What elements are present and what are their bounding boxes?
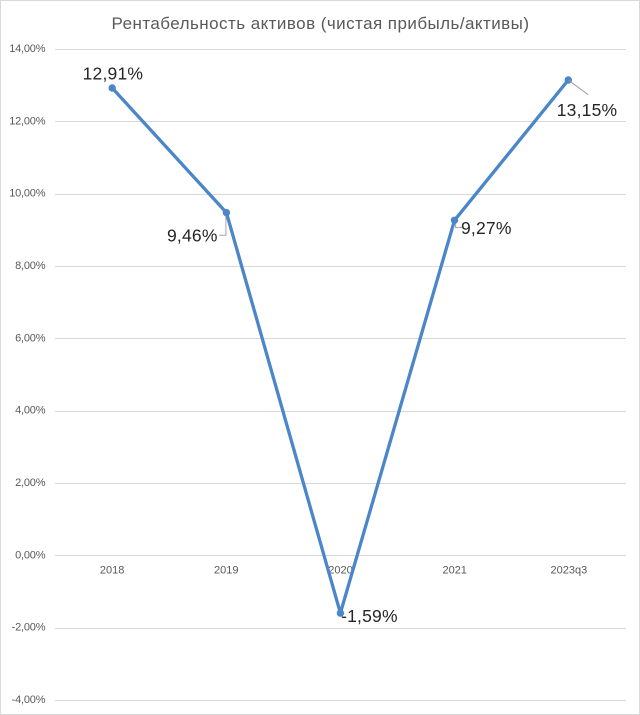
svg-text:13,15%: 13,15% [557,100,618,120]
svg-text:14,00%: 14,00% [9,43,46,55]
svg-text:12,00%: 12,00% [9,115,46,127]
svg-text:2018: 2018 [100,565,124,577]
svg-text:-2,00%: -2,00% [12,622,46,634]
svg-text:10,00%: 10,00% [9,188,46,200]
svg-text:2023q3: 2023q3 [551,565,588,577]
svg-text:2020: 2020 [328,565,352,577]
svg-text:12,91%: 12,91% [83,63,144,83]
svg-text:2021: 2021 [442,565,466,577]
svg-text:2019: 2019 [214,565,238,577]
svg-text:9,27%: 9,27% [461,218,512,238]
svg-text:6,00%: 6,00% [15,332,46,344]
svg-text:4,00%: 4,00% [15,405,46,417]
svg-text:0,00%: 0,00% [15,549,46,561]
svg-text:2,00%: 2,00% [15,477,46,489]
svg-text:9,46%: 9,46% [167,226,218,246]
svg-text:8,00%: 8,00% [15,260,46,272]
svg-text:-4,00%: -4,00% [12,694,46,706]
svg-text:-1,59%: -1,59% [341,606,398,626]
svg-text:Рентабельность активов (чистая: Рентабельность активов (чистая прибыль/а… [112,14,530,33]
